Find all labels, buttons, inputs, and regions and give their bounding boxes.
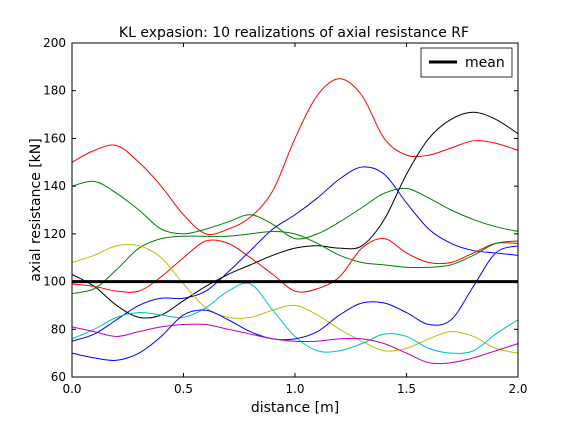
series-line-2 <box>71 180 519 240</box>
x-tick-label: 1.5 <box>397 382 416 396</box>
y-tick-label: 180 <box>43 84 66 98</box>
series-line-8 <box>71 282 519 354</box>
x-tick-label: 0.5 <box>174 382 193 396</box>
series-line-1 <box>71 78 519 236</box>
series-line-5 <box>71 238 519 293</box>
y-axis-ticks: 60 80 100 120 140 160 180 200 <box>43 36 518 384</box>
y-tick-label: 200 <box>43 36 66 50</box>
y-axis-label: axial resistance [kN] <box>28 138 44 281</box>
series-line-9 <box>71 245 519 361</box>
series-lines <box>71 78 519 365</box>
x-tick-label: 0.0 <box>62 382 81 396</box>
series-line-3 <box>71 166 519 342</box>
x-tick-label: 1.0 <box>285 382 304 396</box>
chart-title: KL expasion: 10 realizations of axial re… <box>119 25 469 41</box>
legend-mean-label: mean <box>465 55 505 71</box>
series-line-6 <box>71 230 519 294</box>
y-tick-label: 60 <box>51 370 66 384</box>
x-axis-label: distance [m] <box>251 400 339 416</box>
series-line-4 <box>71 111 519 319</box>
x-axis-ticks: 0.0 0.5 1.0 1.5 2.0 <box>62 43 528 396</box>
series-line-7 <box>71 243 519 354</box>
y-tick-label: 160 <box>43 131 66 145</box>
legend: mean <box>420 47 513 78</box>
series-line-10 <box>71 323 519 365</box>
y-tick-label: 100 <box>43 275 66 289</box>
y-tick-label: 80 <box>51 322 66 336</box>
y-tick-label: 120 <box>43 227 66 241</box>
x-tick-label: 2.0 <box>508 382 527 396</box>
y-tick-label: 140 <box>43 179 66 193</box>
